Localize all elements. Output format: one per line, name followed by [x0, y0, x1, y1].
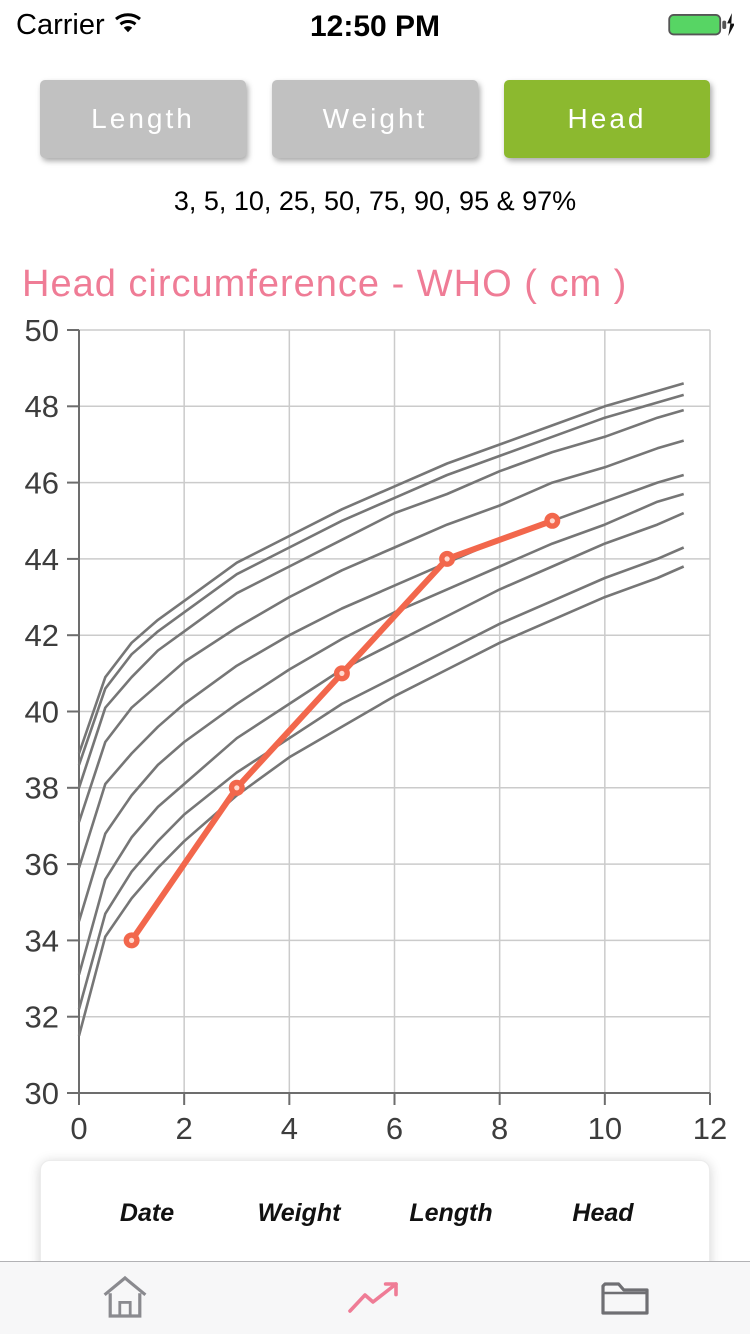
column-header-length: Length — [409, 1199, 493, 1227]
folder-icon — [599, 1275, 651, 1322]
battery-body — [668, 14, 722, 36]
page-title: Head circumference - WHO ( cm ) — [22, 263, 628, 305]
column-header-weight: Weight — [257, 1199, 341, 1227]
tab-length[interactable]: Length — [40, 80, 246, 158]
table-header-row: Date Weight Length Head — [71, 1199, 679, 1228]
svg-text:48: 48 — [25, 389, 59, 424]
svg-text:32: 32 — [25, 1000, 59, 1035]
tab-length-label: Length — [91, 103, 195, 134]
home-tab[interactable] — [0, 1262, 250, 1334]
svg-text:50: 50 — [25, 318, 59, 348]
svg-text:2: 2 — [176, 1111, 193, 1146]
tab-head[interactable]: Head — [504, 80, 710, 158]
svg-text:36: 36 — [25, 847, 59, 882]
svg-text:4: 4 — [281, 1111, 298, 1146]
growth-chart: 30 32 34 36 38 40 42 44 46 48 50 0 2 4 6 8 10 12 — [0, 313, 750, 1146]
trend-chart-icon — [346, 1277, 404, 1320]
svg-text:12: 12 — [693, 1111, 727, 1146]
svg-text:44: 44 — [25, 542, 59, 577]
measure-tabs: Length Weight Head — [40, 80, 710, 158]
tab-head-label: Head — [567, 103, 647, 134]
svg-text:38: 38 — [25, 771, 59, 806]
column-header-date: Date — [119, 1199, 175, 1227]
column-header-head: Head — [572, 1199, 634, 1227]
charging-bolt — [727, 13, 734, 36]
svg-text:34: 34 — [25, 923, 59, 958]
svg-text:30: 30 — [25, 1076, 59, 1111]
tab-weight-label: Weight — [322, 103, 428, 134]
battery-cap — [722, 20, 727, 30]
files-tab[interactable] — [500, 1262, 750, 1334]
svg-text:10: 10 — [588, 1111, 622, 1146]
svg-text:46: 46 — [25, 465, 59, 500]
tab-weight[interactable]: Weight — [272, 80, 478, 158]
percentiles-caption: 3, 5, 10, 25, 50, 75, 90, 95 & 97% — [173, 186, 577, 216]
svg-text:42: 42 — [25, 618, 59, 653]
charts-tab[interactable] — [250, 1262, 500, 1334]
wifi-icon — [113, 9, 143, 42]
svg-text:8: 8 — [491, 1111, 508, 1146]
clock: 12:50 PM — [309, 10, 441, 43]
svg-text:0: 0 — [70, 1111, 87, 1146]
home-icon — [101, 1274, 149, 1323]
carrier-label: Carrier — [16, 8, 105, 41]
status-bar: Carrier 12:50 PM — [0, 0, 750, 44]
svg-text:6: 6 — [386, 1111, 403, 1146]
svg-text:40: 40 — [25, 694, 59, 729]
bottom-tab-bar — [0, 1261, 750, 1334]
battery-charging-icon — [668, 12, 734, 38]
